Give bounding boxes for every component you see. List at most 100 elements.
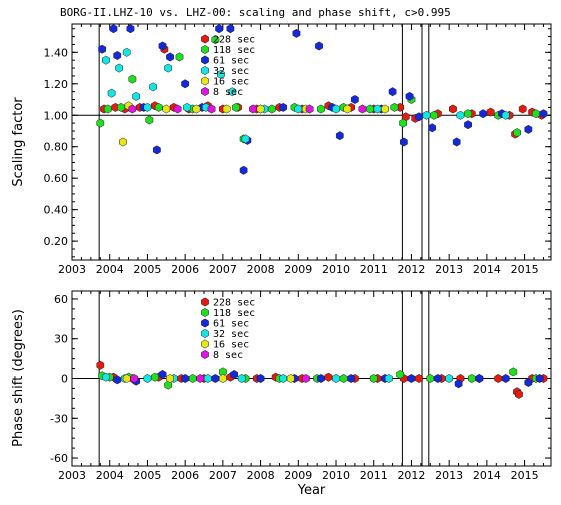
- data-point: [173, 104, 182, 114]
- data-point: [279, 102, 288, 112]
- data-point: [452, 137, 461, 147]
- legend-marker: [201, 318, 209, 328]
- data-point: [332, 374, 340, 383]
- legend-marker: [201, 45, 209, 54]
- data-point: [256, 104, 265, 114]
- data-point: [347, 374, 355, 383]
- data-point: [317, 374, 325, 383]
- data-point: [399, 118, 408, 128]
- x-tick-label: 2005: [133, 263, 161, 276]
- x-tick-label: 2003: [58, 263, 86, 276]
- x-tick-label: 2004: [96, 469, 124, 482]
- data-point: [164, 63, 173, 73]
- plot-frame: [71, 23, 552, 261]
- data-point: [317, 104, 325, 114]
- data-point: [513, 128, 521, 138]
- data-point: [464, 109, 472, 119]
- data-point: [449, 104, 457, 114]
- legend-marker: [201, 350, 209, 359]
- data-point: [217, 69, 225, 79]
- data-point: [426, 374, 435, 383]
- legend-marker: [201, 297, 209, 307]
- y-axis-label: Scaling factor: [11, 97, 26, 187]
- data-point: [98, 44, 107, 54]
- legend-marker: [201, 66, 209, 75]
- data-point: [122, 47, 131, 57]
- data-point: [486, 107, 495, 117]
- data-point: [532, 109, 540, 119]
- data-point: [369, 374, 378, 383]
- data-point: [539, 109, 548, 119]
- data-point: [396, 370, 405, 379]
- x-tick-label: 2004: [96, 263, 124, 276]
- data-point: [237, 374, 246, 383]
- data-point: [145, 115, 154, 125]
- y-tick-label: 0.20: [44, 235, 69, 248]
- legend-label: 16 sec: [213, 77, 249, 88]
- data-point: [188, 374, 197, 383]
- data-point: [390, 102, 399, 112]
- y-tick-label: 0.60: [44, 172, 69, 185]
- data-point: [181, 374, 190, 383]
- y-tick-label: 0: [61, 373, 68, 386]
- data-point: [232, 102, 240, 112]
- data-point: [192, 104, 201, 114]
- data-point: [305, 104, 314, 114]
- data-points: [96, 360, 548, 399]
- data-point: [501, 374, 510, 383]
- data-point: [422, 110, 431, 120]
- x-tick-label: 2013: [435, 263, 463, 276]
- legend-label: 118 sec: [213, 308, 255, 319]
- y-tick-label: 1.20: [44, 78, 69, 91]
- data-point: [464, 120, 472, 130]
- data-point: [158, 370, 167, 379]
- data-point: [358, 104, 367, 114]
- data-point: [211, 35, 220, 45]
- data-point: [381, 104, 389, 114]
- data-point: [226, 24, 235, 34]
- legend-marker: [201, 308, 209, 317]
- data-point: [166, 52, 174, 62]
- data-point: [132, 91, 141, 101]
- y-tick-label: 1.40: [44, 46, 69, 59]
- data-point: [143, 102, 152, 112]
- data-point: [315, 41, 323, 51]
- data-point: [151, 372, 159, 382]
- data-point: [96, 118, 105, 128]
- data-point: [203, 374, 212, 383]
- data-point: [454, 379, 463, 389]
- data-point: [350, 95, 359, 104]
- x-tick-label: 2008: [247, 263, 275, 276]
- data-point: [400, 137, 408, 147]
- data-point: [433, 374, 442, 383]
- data-point: [343, 104, 352, 114]
- data-point: [279, 374, 288, 383]
- legend-label: 228 sec: [213, 35, 255, 46]
- data-point: [301, 374, 310, 383]
- x-tick-label: 2008: [247, 469, 275, 482]
- data-point: [292, 28, 301, 38]
- data-point: [130, 374, 139, 383]
- data-point: [366, 104, 374, 114]
- data-point: [222, 104, 231, 114]
- data-point: [175, 52, 184, 62]
- data-point: [181, 79, 190, 89]
- data-point: [196, 374, 205, 383]
- x-tick-label: 2011: [360, 263, 388, 276]
- data-point: [501, 110, 510, 120]
- data-point: [103, 104, 112, 114]
- data-point: [428, 123, 437, 133]
- data-point: [113, 375, 122, 385]
- data-point: [256, 374, 265, 383]
- data-point: [117, 102, 125, 112]
- data-point: [494, 374, 503, 383]
- legend-marker: [201, 87, 209, 96]
- data-point: [415, 374, 423, 383]
- phase-shift-panel: 2003 2004 2005 2006 2007 2008 2009 2010 2011 2012…: [11, 290, 552, 498]
- legend-marker: [201, 339, 209, 349]
- data-point: [286, 374, 295, 383]
- data-point: [119, 137, 127, 147]
- data-point: [149, 82, 157, 92]
- data-point: [524, 378, 533, 387]
